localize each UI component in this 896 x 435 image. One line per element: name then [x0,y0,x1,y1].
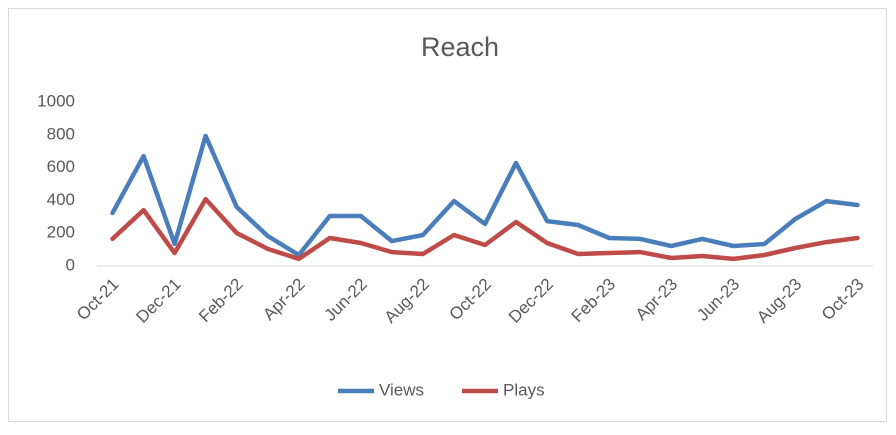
chart-border [8,8,887,422]
series-line [110,196,860,262]
y-tick-label: 800 [47,124,75,143]
y-tick-label: 600 [47,157,75,176]
legend-label: Views [379,380,424,399]
y-tick-label: 400 [47,190,75,209]
series-line [110,133,860,258]
y-tick-label: 1000 [37,91,75,110]
y-tick-label: 0 [66,255,75,274]
chart-title: Reach [421,32,499,62]
y-tick-label: 200 [47,223,75,242]
legend-label: Plays [503,380,545,399]
